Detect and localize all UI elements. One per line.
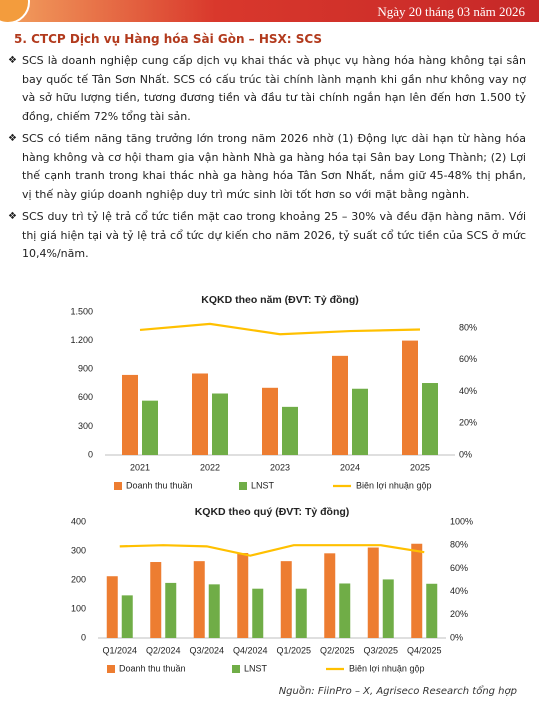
y-tick-label: 300 xyxy=(78,421,93,431)
header-date: Ngày 20 tháng 03 năm 2026 xyxy=(377,4,525,19)
bullet: SCS có tiềm năng tăng trưởng lớn trong n… xyxy=(8,130,526,204)
x-tick-label: Q3/2024 xyxy=(189,645,224,655)
bullet: SCS là doanh nghiệp cung cấp dịch vụ kha… xyxy=(8,52,526,126)
x-tick-label: Q1/2024 xyxy=(102,645,137,655)
y-tick-label: 0 xyxy=(81,632,86,642)
y-tick-label: 200 xyxy=(71,574,86,584)
bar xyxy=(192,373,208,455)
y-tick-label: 100 xyxy=(71,603,86,613)
y2-tick-label: 20% xyxy=(459,418,477,428)
y2-tick-label: 40% xyxy=(459,386,477,396)
y-tick-label: 400 xyxy=(71,516,86,526)
bar xyxy=(295,588,307,638)
x-tick-label: 2022 xyxy=(200,462,220,472)
legend-swatch xyxy=(239,482,247,490)
legend-label: LNST xyxy=(244,663,268,673)
header-bar: Ngày 20 tháng 03 năm 2026 xyxy=(0,0,539,24)
bar xyxy=(150,562,162,638)
y2-tick-label: 80% xyxy=(459,322,477,332)
y2-tick-label: 60% xyxy=(459,354,477,364)
y2-tick-label: 0% xyxy=(459,449,472,459)
bar xyxy=(106,576,118,638)
bar xyxy=(262,387,278,455)
bar xyxy=(411,543,423,638)
bar xyxy=(122,374,138,455)
y2-tick-label: 100% xyxy=(450,516,473,526)
bar xyxy=(352,388,368,455)
bar xyxy=(426,583,438,638)
logo xyxy=(0,0,30,24)
section-title: 5. CTCP Dịch vụ Hàng hóa Sài Gòn – HSX: … xyxy=(14,32,323,46)
bullet: SCS duy trì tỷ lệ trả cổ tức tiền mặt ca… xyxy=(8,208,526,264)
source-note: Nguồn: FiinPro – X, Agriseco Research tổ… xyxy=(278,686,517,697)
line-series xyxy=(119,544,425,557)
bar xyxy=(339,583,351,638)
y2-tick-label: 60% xyxy=(450,563,468,573)
y2-tick-label: 40% xyxy=(450,586,468,596)
chart-title: KQKD theo quý (ĐVT: Tỷ đồng) xyxy=(195,506,350,518)
y-tick-label: 600 xyxy=(78,392,93,402)
y-tick-label: 1.500 xyxy=(70,306,93,316)
y2-tick-label: 20% xyxy=(450,609,468,619)
x-tick-label: Q4/2024 xyxy=(233,645,268,655)
x-tick-label: Q2/2024 xyxy=(146,645,181,655)
bar xyxy=(142,400,158,455)
bar xyxy=(252,588,264,638)
x-tick-label: Q2/2025 xyxy=(320,645,355,655)
bar xyxy=(212,393,228,455)
bar xyxy=(165,582,177,638)
chart: KQKD theo quý (ĐVT: Tỷ đồng) 0 100 200 300 40… xyxy=(71,506,473,674)
legend-label: LNST xyxy=(251,480,275,490)
line-series xyxy=(139,322,421,336)
bar xyxy=(208,584,220,638)
x-tick-label: Q4/2025 xyxy=(407,645,442,655)
bar xyxy=(382,579,394,638)
y-tick-label: 0 xyxy=(88,449,93,459)
legend-label: Biên lợi nhuận gộp xyxy=(349,663,424,673)
bar xyxy=(280,561,292,638)
y2-tick-label: 80% xyxy=(450,540,468,550)
bar xyxy=(193,561,205,638)
y-tick-label: 300 xyxy=(71,545,86,555)
legend-label: Doanh thu thuần xyxy=(119,663,186,673)
y-tick-label: 900 xyxy=(78,364,93,374)
legend-swatch xyxy=(107,665,115,673)
legend-label: Biên lợi nhuận gộp xyxy=(356,480,431,490)
bar xyxy=(282,406,298,455)
bar xyxy=(121,595,133,638)
bar xyxy=(367,547,379,638)
legend-swatch xyxy=(114,482,122,490)
x-tick-label: 2024 xyxy=(340,462,360,472)
bullet-list: SCS là doanh nghiệp cung cấp dịch vụ kha… xyxy=(8,52,526,268)
x-tick-label: Q3/2025 xyxy=(363,645,398,655)
y-tick-label: 1.200 xyxy=(70,335,93,345)
bar xyxy=(402,340,418,455)
chart: KQKD theo năm (ĐVT: Tỷ đồng) 0 300 600 900 1.… xyxy=(70,294,477,491)
x-tick-label: Q1/2025 xyxy=(276,645,311,655)
legend-label: Doanh thu thuần xyxy=(126,480,193,490)
bar xyxy=(324,553,336,638)
bar xyxy=(237,553,249,638)
chart-title: KQKD theo năm (ĐVT: Tỷ đồng) xyxy=(201,294,359,306)
y2-tick-label: 0% xyxy=(450,632,463,642)
x-tick-label: 2023 xyxy=(270,462,290,472)
x-tick-label: 2025 xyxy=(410,462,430,472)
legend-swatch xyxy=(232,665,240,673)
bar xyxy=(332,355,348,455)
x-tick-label: 2021 xyxy=(130,462,150,472)
bar xyxy=(422,383,438,455)
